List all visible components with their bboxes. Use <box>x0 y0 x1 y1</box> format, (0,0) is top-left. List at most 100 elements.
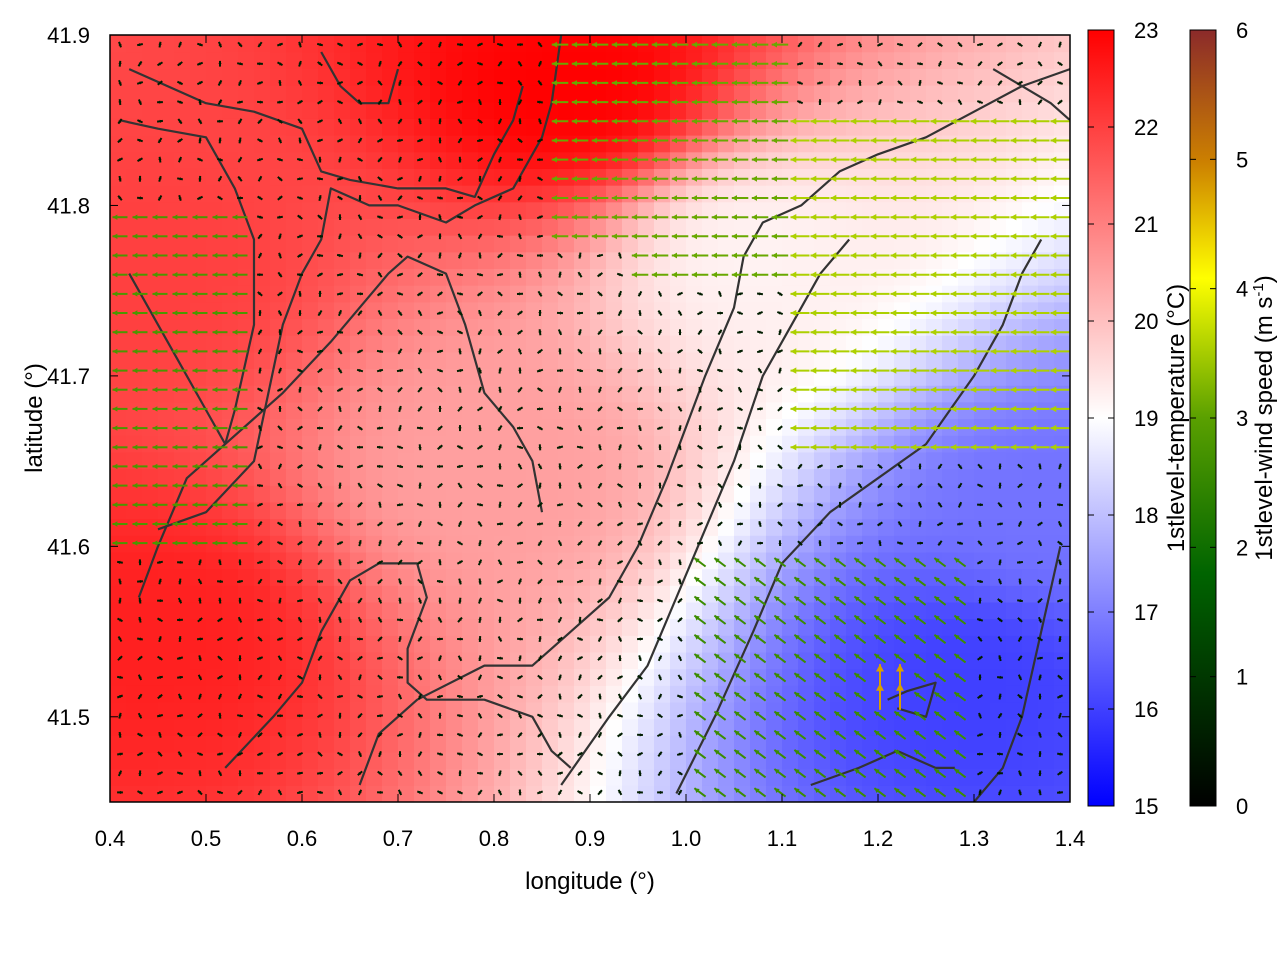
heatmap-cell <box>830 751 847 770</box>
heatmap-cell <box>798 101 815 119</box>
heatmap-cell <box>638 301 655 320</box>
heatmap-cell <box>206 601 223 620</box>
heatmap-cell <box>1054 651 1070 670</box>
heatmap-cell <box>446 418 463 436</box>
heatmap-cell <box>446 718 463 736</box>
heatmap-cell <box>750 751 767 770</box>
heatmap-cell <box>174 335 191 353</box>
heatmap-cell <box>926 518 943 536</box>
heatmap-cell <box>670 351 687 370</box>
heatmap-cell <box>830 185 847 203</box>
heatmap-cell <box>846 235 863 253</box>
heatmap-cell <box>974 135 991 153</box>
heatmap-cell <box>430 235 447 253</box>
heatmap-cell <box>654 218 671 236</box>
heatmap-cell <box>782 685 799 703</box>
heatmap-cell <box>398 351 415 370</box>
heatmap-cell <box>590 101 607 119</box>
heatmap-cell <box>542 751 559 770</box>
heatmap-cell <box>398 118 415 136</box>
heatmap-cell <box>190 468 207 486</box>
heatmap-cell <box>398 451 415 470</box>
heatmap-cell <box>926 135 943 153</box>
x-tick-label: 0.7 <box>383 826 414 851</box>
heatmap-cell <box>878 618 895 636</box>
heatmap-cell <box>894 218 911 236</box>
heatmap-cell <box>558 218 575 236</box>
colorbar-tick-label: 17 <box>1134 600 1158 625</box>
heatmap-cell <box>206 68 223 86</box>
heatmap-cell <box>270 101 287 119</box>
heatmap-cell <box>638 485 655 503</box>
heatmap-cell <box>430 635 447 653</box>
heatmap-cell <box>190 718 207 736</box>
heatmap-cell <box>430 168 447 186</box>
heatmap-cell <box>462 401 479 420</box>
heatmap-cell <box>734 735 751 753</box>
heatmap-cell <box>446 685 463 703</box>
heatmap-cell <box>462 118 479 136</box>
heatmap-cell <box>110 401 127 420</box>
heatmap-cell <box>222 35 239 53</box>
heatmap-cell <box>206 651 223 670</box>
heatmap-cell <box>622 268 639 286</box>
heatmap-cell <box>894 368 911 386</box>
heatmap-cell <box>1054 635 1070 653</box>
heatmap-cell <box>894 251 911 270</box>
heatmap-cell <box>526 401 543 420</box>
heatmap-cell <box>894 335 911 353</box>
heatmap-cell <box>654 301 671 320</box>
colorbar-tick-label: 22 <box>1134 115 1158 140</box>
heatmap-cell <box>158 485 175 503</box>
heatmap-cell <box>1006 551 1023 570</box>
heatmap-cell <box>574 668 591 686</box>
heatmap-cell <box>798 118 815 136</box>
heatmap-cell <box>334 518 351 536</box>
heatmap-cell <box>878 401 895 420</box>
heatmap-cell <box>510 718 527 736</box>
heatmap-cell <box>430 385 447 403</box>
heatmap-cell <box>446 51 463 69</box>
heatmap-cell <box>702 335 719 353</box>
heatmap-cell <box>334 301 351 320</box>
heatmap-cell <box>974 701 991 720</box>
heatmap-cell <box>430 518 447 536</box>
heatmap-cell <box>206 568 223 586</box>
heatmap-cell <box>254 185 271 203</box>
heatmap-cell <box>734 318 751 336</box>
heatmap-cell <box>366 451 383 470</box>
heatmap-cell <box>542 651 559 670</box>
heatmap-cell <box>270 285 287 303</box>
heatmap-cell <box>270 768 287 786</box>
heatmap-cell <box>958 185 975 203</box>
heatmap-cell <box>382 285 399 303</box>
heatmap-cell <box>174 651 191 670</box>
heatmap-cell <box>238 268 255 286</box>
heatmap-cell <box>910 618 927 636</box>
heatmap-cell <box>910 268 927 286</box>
heatmap-cell <box>894 485 911 503</box>
heatmap-cell <box>254 68 271 86</box>
heatmap-cell <box>1054 735 1070 753</box>
heatmap-cell <box>350 501 367 520</box>
heatmap-cell <box>670 651 687 670</box>
heatmap-cell <box>878 118 895 136</box>
heatmap-cell <box>494 285 511 303</box>
heatmap-cell <box>510 351 527 370</box>
heatmap-cell <box>942 568 959 586</box>
heatmap-cell <box>254 485 271 503</box>
heatmap-cell <box>334 351 351 370</box>
heatmap-cell <box>718 618 735 636</box>
heatmap-cell <box>462 235 479 253</box>
heatmap-cell <box>222 668 239 686</box>
heatmap-cell <box>286 235 303 253</box>
heatmap-cell <box>622 618 639 636</box>
heatmap-cell <box>398 35 415 53</box>
heatmap-cell <box>622 368 639 386</box>
heatmap-cell <box>318 635 335 653</box>
heatmap-cell <box>638 618 655 636</box>
heatmap-cell <box>142 751 159 770</box>
heatmap-cell <box>766 235 783 253</box>
heatmap-cell <box>366 535 383 553</box>
heatmap-cell <box>622 568 639 586</box>
